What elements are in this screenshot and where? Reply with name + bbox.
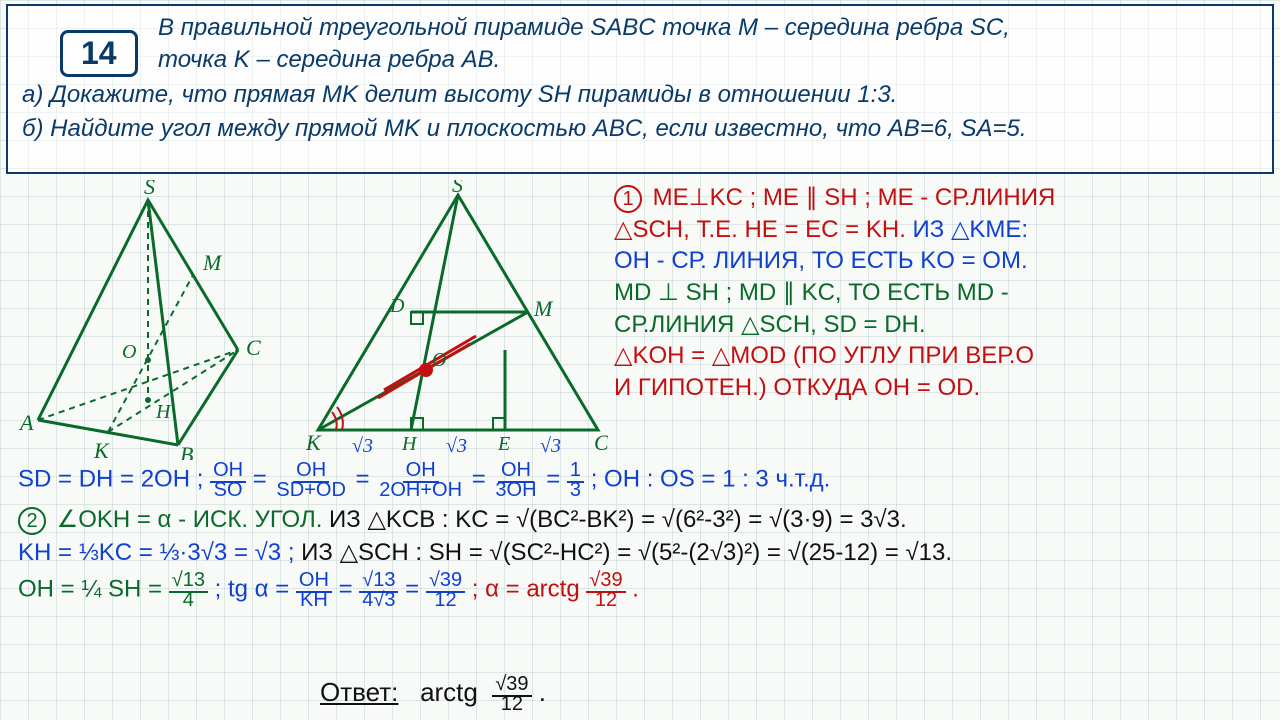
lbl-A: A [18, 410, 34, 435]
b5c: ; tg α = [215, 576, 290, 603]
seg3: √3 [540, 435, 561, 457]
row-kh-sh: KH = ⅓KC = ⅓·3√3 = √3 ; ИЗ △SCH : SH = √… [18, 537, 1270, 568]
sol-l2: OH - СР. ЛИНИЯ, ТО ЕСТЬ KO = OM. [614, 245, 1272, 277]
lbl-S: S [144, 180, 155, 199]
lbl-B: B [180, 442, 193, 460]
problem-number: 14 [60, 30, 138, 77]
problem-box: 14 В правильной треугольной пирамиде SAB… [6, 4, 1274, 174]
problem-part-a: а) Докажите, что прямая MK делит высоту … [22, 79, 1262, 111]
seg2: √3 [446, 435, 467, 457]
sol-l3b: СР.ЛИНИЯ △SCH, SD = DH. [614, 309, 1272, 341]
row-angle: 2 ∠OKH = α - ИСК. УГОЛ. ИЗ △KCB : KC = √… [18, 504, 1270, 535]
bottom-work: SD = DH = 2OH ; OHSO = OHSD+OD = OH2OH+O… [18, 460, 1270, 610]
lbl-H: H [155, 401, 172, 423]
b3b: ИЗ △KCB : KC = √(BC²-BK²) = √(6²-3²) = √… [329, 506, 907, 533]
b4b: ИЗ △SCH : SH = √(SC²-HC²) = √(5²-(2√3)²)… [301, 539, 952, 566]
step-1-marker: 1 [614, 185, 642, 213]
b2r: ; OH : OS = 1 : 3 ч.т.д. [591, 465, 831, 492]
sol-l1c: ИЗ △KME: [913, 216, 1029, 243]
section-diagram: S K H E C M D O √3 √3 √3 [298, 180, 608, 460]
step-2-marker: 2 [18, 507, 46, 535]
diagram-zone: S A B C M K H O S K H E C M D [8, 180, 608, 460]
solution-block: 1 ME⊥KC ; ME ∥ SH ; ME - СР.ЛИНИЯ △SCH, … [614, 182, 1272, 404]
sol-l3: MD ⊥ SH ; MD ∥ KC, ТО ЕСТЬ MD - [614, 277, 1272, 309]
row-ratio: SD = DH = 2OH ; OHSO = OHSD+OD = OH2OH+O… [18, 460, 1270, 500]
seg1: √3 [352, 435, 373, 457]
lbl2-S: S [452, 180, 463, 197]
lbl2-K: K [305, 430, 322, 455]
lbl-M: M [202, 250, 223, 275]
lbl2-D: D [389, 295, 405, 317]
answer-row: Ответ: arctg √3912 . [320, 674, 546, 714]
lbl2-M: M [533, 296, 554, 321]
problem-line2: точка K – середина ребра AB. [158, 44, 1262, 76]
pyramid-diagram: S A B C M K H O [8, 180, 298, 460]
row-oh-tg: OH = ¼ SH = √134 ; tg α = OHKH = √134√3 … [18, 570, 1270, 610]
sol-l1a: ME⊥KC ; ME ∥ SH ; ME - СР.ЛИНИЯ [653, 184, 1056, 211]
b1: SD = DH = 2OH ; [18, 465, 203, 492]
lbl-O: O [122, 341, 136, 363]
lbl2-C: C [594, 430, 608, 455]
b5a: OH = ¼ SH = [18, 576, 162, 603]
answer-value: arctg √3912 . [420, 677, 546, 707]
lbl2-O: O [432, 349, 446, 371]
problem-line1: В правильной треугольной пирамиде SABC т… [158, 12, 1262, 44]
lbl2-H: H [401, 433, 418, 455]
lbl2-E: E [497, 433, 510, 455]
lbl-K: K [93, 438, 110, 460]
b4a: KH = ⅓KC = ⅓·3√3 = √3 ; [18, 539, 294, 566]
sol-l1b: △SCH, Т.Е. HE = EC = KH. [614, 216, 906, 243]
problem-part-b: б) Найдите угол между прямой MK и плоско… [22, 113, 1262, 145]
lbl-C: C [246, 335, 261, 360]
sol-l4b: И ГИПОТЕН.) ОТКУДА OH = OD. [614, 372, 1272, 404]
sol-l4: △KOH = △MOD (ПО УГЛУ ПРИ ВЕР.O [614, 340, 1272, 372]
b5e: ; α = arctg [472, 576, 580, 603]
answer-label: Ответ: [320, 677, 398, 707]
b3a: ∠OKH = α - ИСК. УГОЛ. [57, 506, 323, 533]
